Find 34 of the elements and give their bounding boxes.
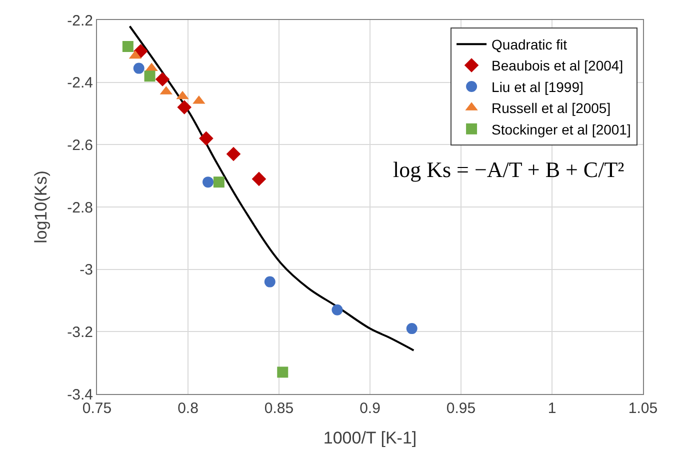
point — [144, 70, 156, 82]
y-tick-label: -2.6 — [67, 136, 93, 154]
point — [199, 131, 214, 146]
x-tick-label: 0.85 — [264, 400, 294, 417]
x-tick-label: 1.05 — [628, 400, 658, 417]
legend-label: Beaubois et al [2004] — [492, 58, 624, 74]
point — [155, 72, 170, 86]
point — [122, 40, 134, 52]
legend-label: Russell et al [2005] — [492, 100, 611, 116]
point — [277, 366, 288, 378]
x-tick-label: 1 — [548, 400, 556, 417]
point — [332, 304, 343, 316]
legend-label: Stockinger et al [2001] — [492, 121, 631, 138]
point — [133, 62, 144, 74]
x-axis-title: 1000/T [K-1] — [323, 428, 417, 448]
y-tick-label: -2.4 — [67, 74, 93, 92]
y-tick-label: -2.2 — [67, 12, 93, 30]
y-tick-label: -3 — [80, 262, 93, 279]
x-tick-label: 0.9 — [360, 400, 380, 417]
point — [226, 146, 241, 162]
point — [177, 100, 192, 114]
x-tick-label: 0.8 — [178, 400, 198, 417]
point — [202, 176, 214, 188]
legend-label: Liu et al [1999] — [492, 78, 584, 95]
y-tick-label: -2.8 — [67, 199, 93, 216]
y-axis-title: log10(Ks) — [32, 170, 51, 244]
point — [264, 276, 276, 288]
annotation: log Ks = −A/T + B + C/T² — [393, 157, 625, 182]
point — [252, 172, 266, 186]
point — [213, 176, 224, 188]
point — [406, 323, 418, 334]
y-tick-label: -3.2 — [67, 324, 93, 341]
x-tick-label: 0.95 — [446, 400, 476, 417]
legend-label: Quadratic fit — [492, 36, 568, 53]
